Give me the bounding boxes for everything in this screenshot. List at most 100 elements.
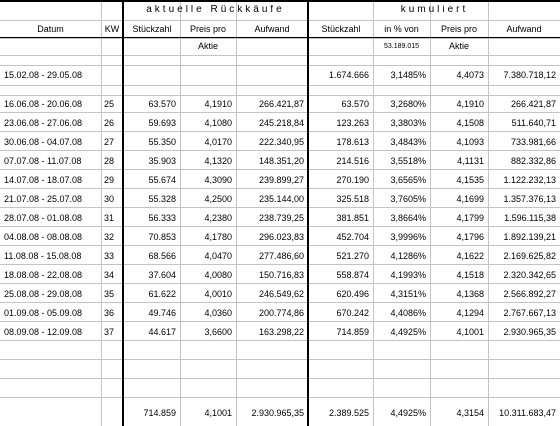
row-cum-pct: 3,8664%: [390, 214, 426, 223]
header-cum-aufwand: Aufwand: [506, 25, 542, 34]
header-aufwand: Aufwand: [254, 25, 290, 34]
row-datum: 21.07.08 - 25.07.08: [4, 195, 83, 204]
row-cum-stueck: 270.190: [336, 176, 369, 185]
row-cum-aufwand: 1.892.139,21: [503, 233, 556, 242]
row-aufwand: 238.739,25: [258, 214, 304, 223]
row-cum-stueck: 123.263: [336, 119, 369, 128]
row-cum-preis: 4,1799: [456, 214, 484, 223]
row-stueck: 61.622: [148, 290, 176, 299]
row-cum-preis: 4,1518: [456, 271, 484, 280]
row-cum-stueck: 214.516: [336, 157, 369, 166]
row-cum-stueck: 620.496: [336, 290, 369, 299]
row-preis: 4,3090: [204, 176, 232, 185]
row-aufwand: 239.899,27: [258, 176, 304, 185]
total-cum-aufwand: 10.311.683,47: [499, 409, 556, 418]
row-preis: 4,1910: [204, 100, 232, 109]
total-preis: 4,1001: [204, 409, 232, 418]
row-kw: 36: [104, 309, 115, 318]
header-preis-line1: Preis pro: [189, 25, 226, 34]
header-cum-stueckzahl: Stückzahl: [321, 25, 361, 34]
row-cum-stueck: 63.570: [341, 100, 369, 109]
row-aufwand: 200.774,86: [258, 309, 304, 318]
row-aufwand: 163.298,22: [258, 328, 304, 337]
row-stueck: 63.570: [148, 100, 176, 109]
row-cum-aufwand: 1.596.115,38: [504, 214, 556, 223]
row-kw: 26: [104, 119, 115, 128]
header-datum: Datum: [37, 25, 64, 34]
initial-cum-stueck: 1.674.666: [328, 71, 369, 80]
row-cum-stueck: 381.851: [336, 214, 369, 223]
row-cum-pct: 3,9996%: [390, 233, 426, 242]
row-cum-preis: 4,1131: [457, 157, 484, 166]
row-cum-preis: 4,1093: [456, 138, 484, 147]
row-cum-preis: 4,1368: [456, 290, 484, 299]
row-aufwand: 266.421,87: [258, 100, 304, 109]
row-datum: 04.08.08 - 08.08.08: [4, 233, 83, 242]
row-kw: 28: [104, 157, 115, 166]
header-kw: KW: [104, 25, 120, 34]
row-cum-aufwand: 2.767.667,13: [503, 309, 556, 318]
row-cum-pct: 3,7605%: [390, 195, 426, 204]
row-datum: 11.08.08 - 15.08.08: [4, 252, 82, 261]
row-cum-preis: 4,1535: [456, 176, 484, 185]
section-title-current: aktuelle Rückkäufe: [146, 5, 285, 15]
row-stueck: 59.693: [148, 119, 176, 128]
row-cum-preis: 4,1910: [456, 100, 484, 109]
row-stueck: 70.853: [148, 233, 176, 242]
row-preis: 4,1080: [204, 119, 232, 128]
row-preis: 4,1780: [204, 233, 232, 242]
row-aufwand: 296.023,83: [258, 233, 304, 242]
row-datum: 30.06.08 - 04.07.08: [4, 138, 83, 147]
row-cum-aufwand: 882.332,86: [510, 157, 556, 166]
row-cum-aufwand: 2.930.965,35: [503, 328, 556, 337]
row-datum: 08.09.08 - 12.09.08: [4, 328, 83, 337]
row-kw: 32: [104, 233, 115, 242]
header-cum-preis-line2: Aktie: [448, 42, 469, 51]
row-cum-pct: 4,4925%: [390, 328, 426, 337]
row-cum-aufwand: 2.320.342,65: [503, 271, 556, 280]
row-datum: 07.07.08 - 11.07.08: [4, 157, 82, 166]
row-cum-pct: 3,4843%: [390, 138, 426, 147]
row-cum-preis: 4,1001: [456, 328, 484, 337]
row-cum-stueck: 714.859: [336, 328, 369, 337]
row-datum: 16.06.08 - 20.06.08: [4, 100, 83, 109]
row-preis: 4,2380: [204, 214, 232, 223]
row-cum-pct: 4,4086%: [390, 309, 426, 318]
row-stueck: 56.333: [148, 214, 176, 223]
row-cum-pct: 3,2680%: [390, 100, 426, 109]
row-cum-aufwand: 1.122.232,13: [503, 176, 556, 185]
row-cum-preis: 4,1508: [456, 119, 484, 128]
row-stueck: 37.604: [148, 271, 176, 280]
row-stueck: 55.350: [148, 138, 176, 147]
row-preis: 3,6600: [204, 328, 232, 337]
row-preis: 4,0010: [204, 290, 232, 299]
row-kw: 25: [104, 100, 115, 109]
row-aufwand: 150.716,83: [258, 271, 304, 280]
header-stueckzahl: Stückzahl: [132, 25, 172, 34]
row-cum-stueck: 178.613: [336, 138, 369, 147]
row-preis: 4,0080: [204, 271, 232, 280]
row-datum: 25.08.08 - 29.08.08: [4, 290, 83, 299]
row-kw: 31: [104, 214, 115, 223]
section-title-cumulative: kumuliert: [400, 5, 469, 15]
row-kw: 30: [104, 195, 115, 204]
row-aufwand: 245.218,84: [258, 119, 304, 128]
row-cum-preis: 4,1294: [456, 309, 484, 318]
row-cum-pct: 4,1286%: [390, 252, 426, 261]
row-kw: 29: [104, 176, 115, 185]
row-datum: 18.08.08 - 22.08.08: [4, 271, 83, 280]
row-cum-aufwand: 266.421,87: [510, 100, 556, 109]
row-preis: 4,0360: [204, 309, 232, 318]
row-kw: 27: [104, 138, 115, 147]
header-cum-preis-line1: Preis pro: [440, 25, 477, 34]
row-cum-aufwand: 2.169.625,82: [503, 252, 556, 261]
row-aufwand: 148.351,20: [258, 157, 304, 166]
total-aufwand: 2.930.965,35: [251, 409, 304, 418]
total-stueck: 714.859: [143, 409, 176, 418]
row-preis: 4,0170: [204, 138, 232, 147]
row-aufwand: 246.549,62: [258, 290, 304, 299]
row-kw: 33: [104, 252, 115, 261]
row-cum-stueck: 670.242: [336, 309, 369, 318]
row-cum-preis: 4,1699: [456, 195, 484, 204]
